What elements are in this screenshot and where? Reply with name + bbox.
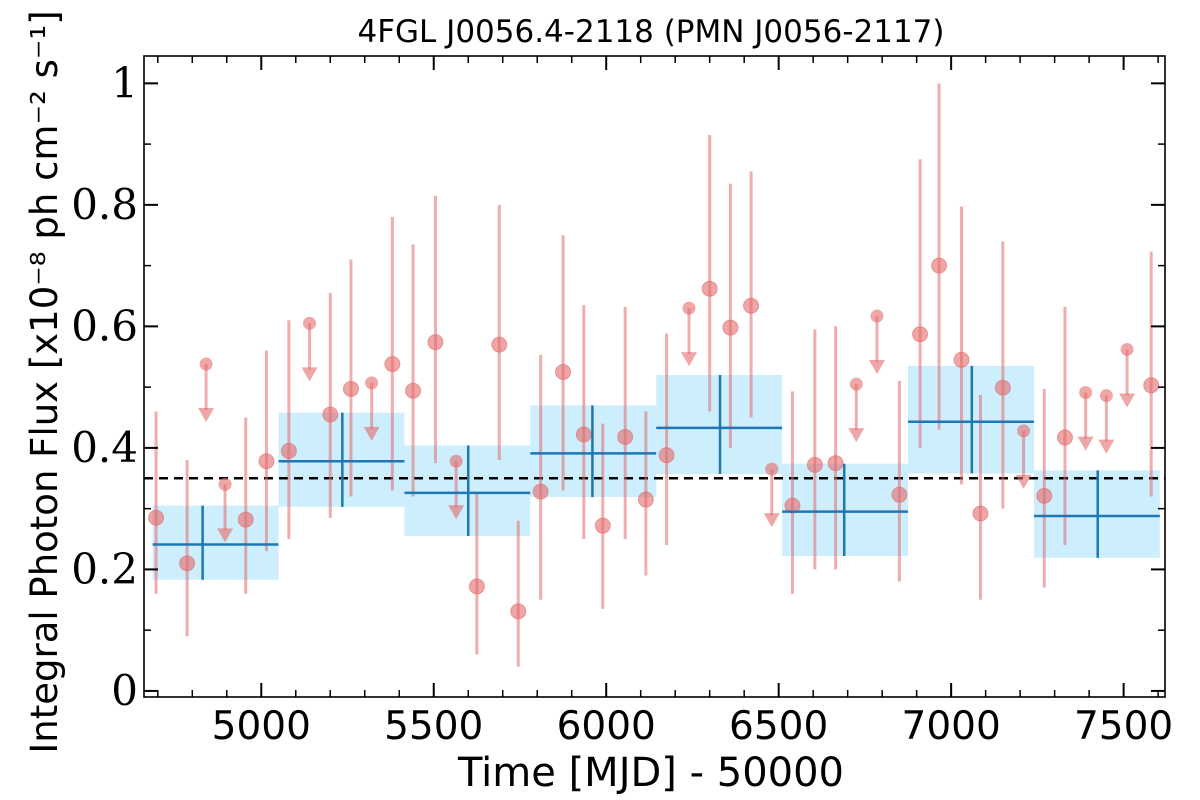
x-tick-label-4: 7000 [902,704,1001,749]
flux-point-32 [1036,487,1053,504]
flux-point-0 [148,509,165,526]
flux-point-12 [510,603,527,620]
x-tick-label-5: 7500 [1074,704,1173,749]
x-axis-label: Time [MJD] - 50000 [457,750,844,796]
upper-limit-point-8 [870,309,884,323]
flux-point-11 [491,336,508,353]
plot-area: 5000 5500 6000 6500 7000 7500 0 0.2 0.4 0.6 0.8 1 [71,55,1173,749]
upper-limit-point-7 [849,377,863,391]
flux-point-26 [891,486,908,503]
flux-point-6 [342,380,359,397]
x-tick-label-1: 5500 [384,704,483,749]
flux-point-24 [806,456,823,473]
x-tick-label-0: 5000 [212,704,311,749]
upper-limit-point-1 [218,477,232,491]
x-tick-label-3: 6500 [729,704,828,749]
flux-point-20 [701,280,718,297]
binned-band-0 [152,505,279,580]
flux-point-18 [637,491,654,508]
y-tick-label-4: 0.8 [71,180,138,229]
flux-point-15 [575,426,592,443]
flux-point-17 [617,428,634,445]
upper-limit-head-9 [1015,474,1032,489]
flux-point-33 [1056,429,1073,446]
flux-point-30 [972,505,989,522]
upper-limit-point-12 [1120,342,1134,356]
chart-title: 4FGL J0056.4-2118 (PMN J0056-2117) [357,14,944,50]
plot-frame [143,55,1166,698]
flux-point-22 [743,297,760,314]
upper-limit-head-8 [868,360,885,375]
upper-limit-head-7 [848,428,865,443]
upper-limit-point-0 [199,357,213,371]
upper-limit-head-5 [680,352,697,367]
flux-point-31 [994,379,1011,396]
flux-point-10 [468,578,485,595]
upper-limit-point-5 [682,301,696,315]
upper-limit-head-6 [763,513,780,528]
y-axis-label: Integral Photon Flux [x10⁻⁸ ph cm⁻² s⁻¹] [23,10,66,753]
flux-point-34 [1143,377,1160,394]
flux-point-13 [532,483,549,500]
flux-point-29 [953,351,970,368]
upper-limit-point-9 [1017,424,1031,438]
upper-limit-point-6 [765,462,779,476]
upper-limit-head-10 [1077,436,1094,451]
flux-point-1 [179,555,196,572]
upper-limit-head-12 [1119,393,1136,408]
y-tick-label-3: 0.6 [71,301,138,350]
flux-point-25 [827,455,844,472]
flux-point-2 [237,511,254,528]
flux-point-19 [658,447,675,464]
flux-point-3 [258,453,275,470]
upper-limit-head-1 [217,528,234,543]
y-tick-label-2: 0.4 [71,423,138,472]
flux-point-4 [280,442,297,459]
flux-point-14 [555,363,572,380]
upper-limit-point-10 [1079,386,1093,400]
y-tick-label-5: 1 [111,58,138,107]
flux-point-28 [931,257,948,274]
flux-point-27 [912,326,929,343]
flux-point-9 [427,334,444,351]
upper-limit-point-4 [449,454,463,468]
flux-point-16 [594,517,611,534]
upper-limit-head-0 [198,408,215,423]
y-tick-label-1: 0.2 [71,544,138,593]
y-tick-label-0: 0 [111,666,138,715]
upper-limit-point-2 [303,316,317,330]
upper-limit-head-4 [448,505,465,520]
flux-point-5 [322,406,339,423]
x-tick-label-2: 6000 [557,704,656,749]
upper-limit-head-11 [1098,439,1115,454]
upper-limit-head-2 [301,367,318,382]
flux-point-8 [405,382,422,399]
upper-limit-head-3 [363,426,380,441]
flux-point-23 [784,497,801,514]
upper-limit-point-3 [365,376,379,390]
upper-limit-point-11 [1099,389,1113,403]
flux-point-21 [722,319,739,336]
flux-point-7 [384,356,401,373]
